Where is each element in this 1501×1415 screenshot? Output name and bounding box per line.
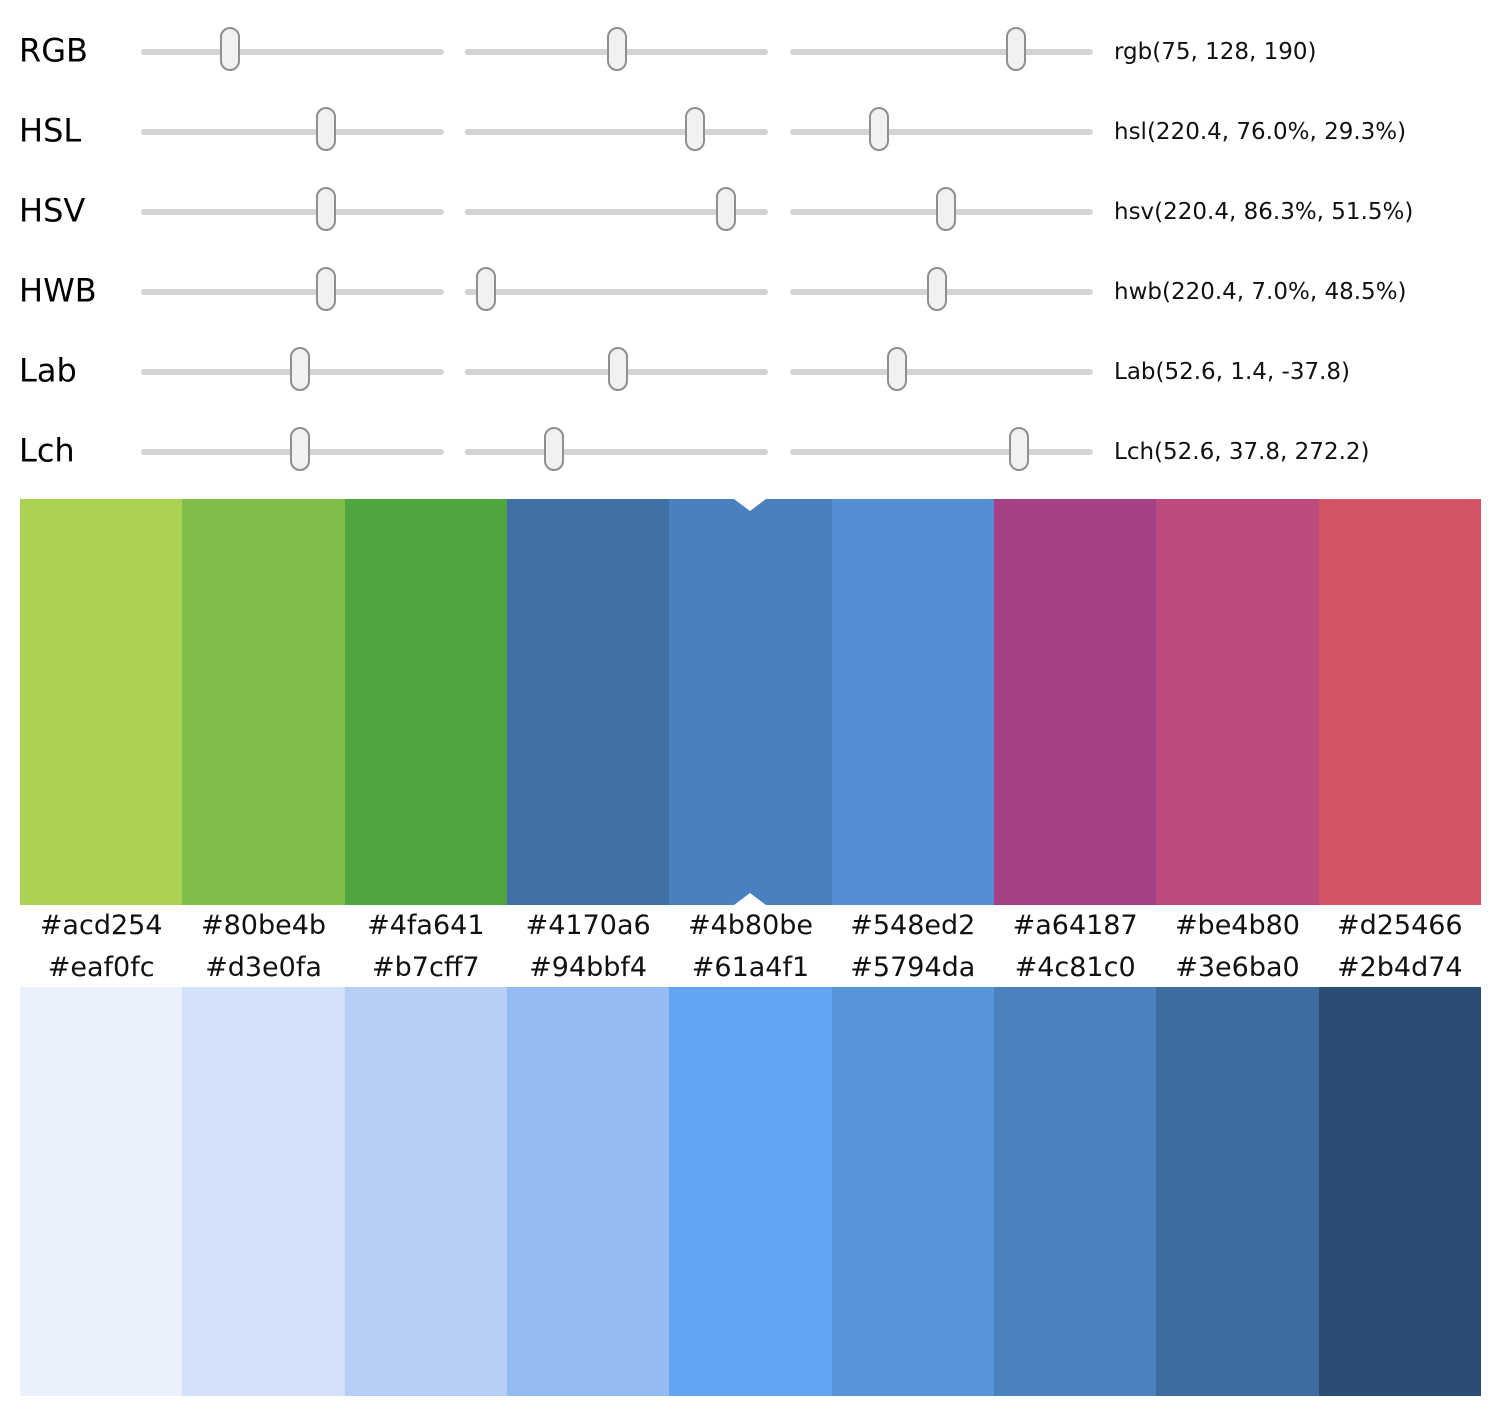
slider-track-lab-0[interactable] xyxy=(141,347,444,391)
top-swatch-7[interactable] xyxy=(1156,499,1319,905)
top-hex-label-7: #be4b80 xyxy=(1174,909,1300,941)
top-swatch-3[interactable] xyxy=(506,499,670,905)
slider-track-rgb-1[interactable] xyxy=(465,27,768,71)
selected-swatch-notch-top xyxy=(734,499,767,511)
bottom-swatch-7[interactable] xyxy=(1156,987,1319,1396)
slider-track-hwb-1[interactable] xyxy=(465,267,768,311)
slider-row-label-lab: Lab xyxy=(19,351,77,390)
bottom-hex-label-8: #2b4d74 xyxy=(1336,952,1463,983)
selected-swatch-notch-bottom xyxy=(734,893,767,905)
slider-thumb-hwb-0[interactable] xyxy=(316,267,337,311)
slider-thumb-lab-1[interactable] xyxy=(608,347,629,391)
slider-track-hwb-0[interactable] xyxy=(141,267,444,311)
slider-thumb-hsl-1[interactable] xyxy=(685,107,706,151)
top-hex-label-0: #acd254 xyxy=(39,909,163,941)
top-swatch-2[interactable] xyxy=(344,499,507,905)
bottom-hex-label-0: #eaf0fc xyxy=(47,952,155,983)
slider-thumb-hsl-0[interactable] xyxy=(316,107,337,151)
bottom-swatch-0[interactable] xyxy=(20,987,183,1396)
slider-track-hsv-0[interactable] xyxy=(141,187,444,231)
slider-row-label-rgb: RGB xyxy=(19,31,88,70)
top-hex-label-8: #d25466 xyxy=(1336,909,1463,941)
slider-track-lch-0[interactable] xyxy=(141,427,444,471)
top-hex-label-4: #4b80be xyxy=(687,909,813,941)
bottom-hex-label-6: #4c81c0 xyxy=(1014,952,1136,983)
top-hex-label-2: #4fa641 xyxy=(367,909,485,941)
palette-top-hex-labels: #acd254 #80be4b #4fa641 #4170a6 #4b80be #548e… xyxy=(20,905,1481,945)
bottom-swatch-5[interactable] xyxy=(831,987,994,1396)
slider-track-rgb-2[interactable] xyxy=(790,27,1093,71)
slider-thumb-lch-0[interactable] xyxy=(290,427,311,471)
palette-bottom xyxy=(20,987,1481,1396)
slider-value-hsl: hsl(220.4, 76.0%, 29.3%) xyxy=(1114,119,1407,145)
slider-track-lab-2[interactable] xyxy=(790,347,1093,391)
slider-thumb-rgb-1[interactable] xyxy=(607,27,628,71)
slider-thumb-hwb-2[interactable] xyxy=(926,267,947,311)
slider-value-rgb: rgb(75, 128, 190) xyxy=(1114,39,1317,65)
slider-thumb-hsv-0[interactable] xyxy=(316,187,337,231)
bottom-swatch-6[interactable] xyxy=(993,987,1157,1396)
slider-track-hwb-2[interactable] xyxy=(790,267,1093,311)
slider-value-lch: Lch(52.6, 37.8, 272.2) xyxy=(1114,439,1370,465)
bottom-hex-label-4: #61a4f1 xyxy=(691,952,810,983)
slider-track-hsl-2[interactable] xyxy=(790,107,1093,151)
slider-thumb-lab-0[interactable] xyxy=(290,347,311,391)
bottom-hex-label-3: #94bbf4 xyxy=(529,952,648,983)
bottom-hex-label-5: #5794da xyxy=(850,952,976,983)
slider-track-hsv-2[interactable] xyxy=(790,187,1093,231)
slider-track-lch-1[interactable] xyxy=(465,427,768,471)
bottom-swatch-3[interactable] xyxy=(506,987,670,1396)
top-hex-label-3: #4170a6 xyxy=(525,909,651,941)
top-swatch-8[interactable] xyxy=(1318,499,1481,905)
slider-thumb-rgb-0[interactable] xyxy=(220,27,241,71)
slider-value-lab: Lab(52.6, 1.4, -37.8) xyxy=(1114,359,1350,385)
slider-thumb-lab-2[interactable] xyxy=(886,347,907,391)
slider-track-rgb-0[interactable] xyxy=(141,27,444,71)
slider-row-label-hwb: HWB xyxy=(19,271,97,310)
bottom-swatch-1[interactable] xyxy=(182,987,345,1396)
top-swatch-0[interactable] xyxy=(20,499,183,905)
slider-thumb-hsv-1[interactable] xyxy=(716,187,737,231)
slider-track-hsl-1[interactable] xyxy=(465,107,768,151)
slider-value-hwb: hwb(220.4, 7.0%, 48.5%) xyxy=(1114,279,1407,305)
slider-track-lab-1[interactable] xyxy=(465,347,768,391)
slider-track-hsl-0[interactable] xyxy=(141,107,444,151)
palette-bottom-hex-labels: #eaf0fc #d3e0fa #b7cff7 #94bbf4 #61a4f1 #5794… xyxy=(20,948,1481,987)
slider-thumb-hwb-1[interactable] xyxy=(476,267,497,311)
slider-thumb-lch-2[interactable] xyxy=(1009,427,1030,471)
top-hex-label-5: #548ed2 xyxy=(850,909,976,941)
bottom-hex-label-2: #b7cff7 xyxy=(372,952,480,983)
bottom-swatch-2[interactable] xyxy=(344,987,507,1396)
palette-top xyxy=(20,499,1481,905)
slider-track-hsv-1[interactable] xyxy=(465,187,768,231)
bottom-swatch-4[interactable] xyxy=(669,987,832,1396)
top-swatch-6[interactable] xyxy=(993,499,1157,905)
top-swatch-1[interactable] xyxy=(182,499,345,905)
bottom-swatch-8[interactable] xyxy=(1318,987,1481,1396)
slider-thumb-hsl-2[interactable] xyxy=(868,107,889,151)
top-hex-label-6: #a64187 xyxy=(1012,909,1138,941)
top-hex-label-1: #80be4b xyxy=(200,909,327,941)
top-swatch-5[interactable] xyxy=(831,499,994,905)
slider-row-label-hsv: HSV xyxy=(19,191,86,230)
bottom-hex-label-7: #3e6ba0 xyxy=(1175,952,1300,983)
slider-thumb-rgb-2[interactable] xyxy=(1005,27,1026,71)
slider-value-hsv: hsv(220.4, 86.3%, 51.5%) xyxy=(1114,199,1414,225)
slider-row-label-lch: Lch xyxy=(19,431,75,470)
slider-track-lch-2[interactable] xyxy=(790,427,1093,471)
top-swatch-4[interactable] xyxy=(669,499,832,905)
slider-thumb-hsv-2[interactable] xyxy=(936,187,957,231)
slider-row-label-hsl: HSL xyxy=(19,111,82,150)
bottom-hex-label-1: #d3e0fa xyxy=(205,952,322,983)
slider-thumb-lch-1[interactable] xyxy=(544,427,565,471)
